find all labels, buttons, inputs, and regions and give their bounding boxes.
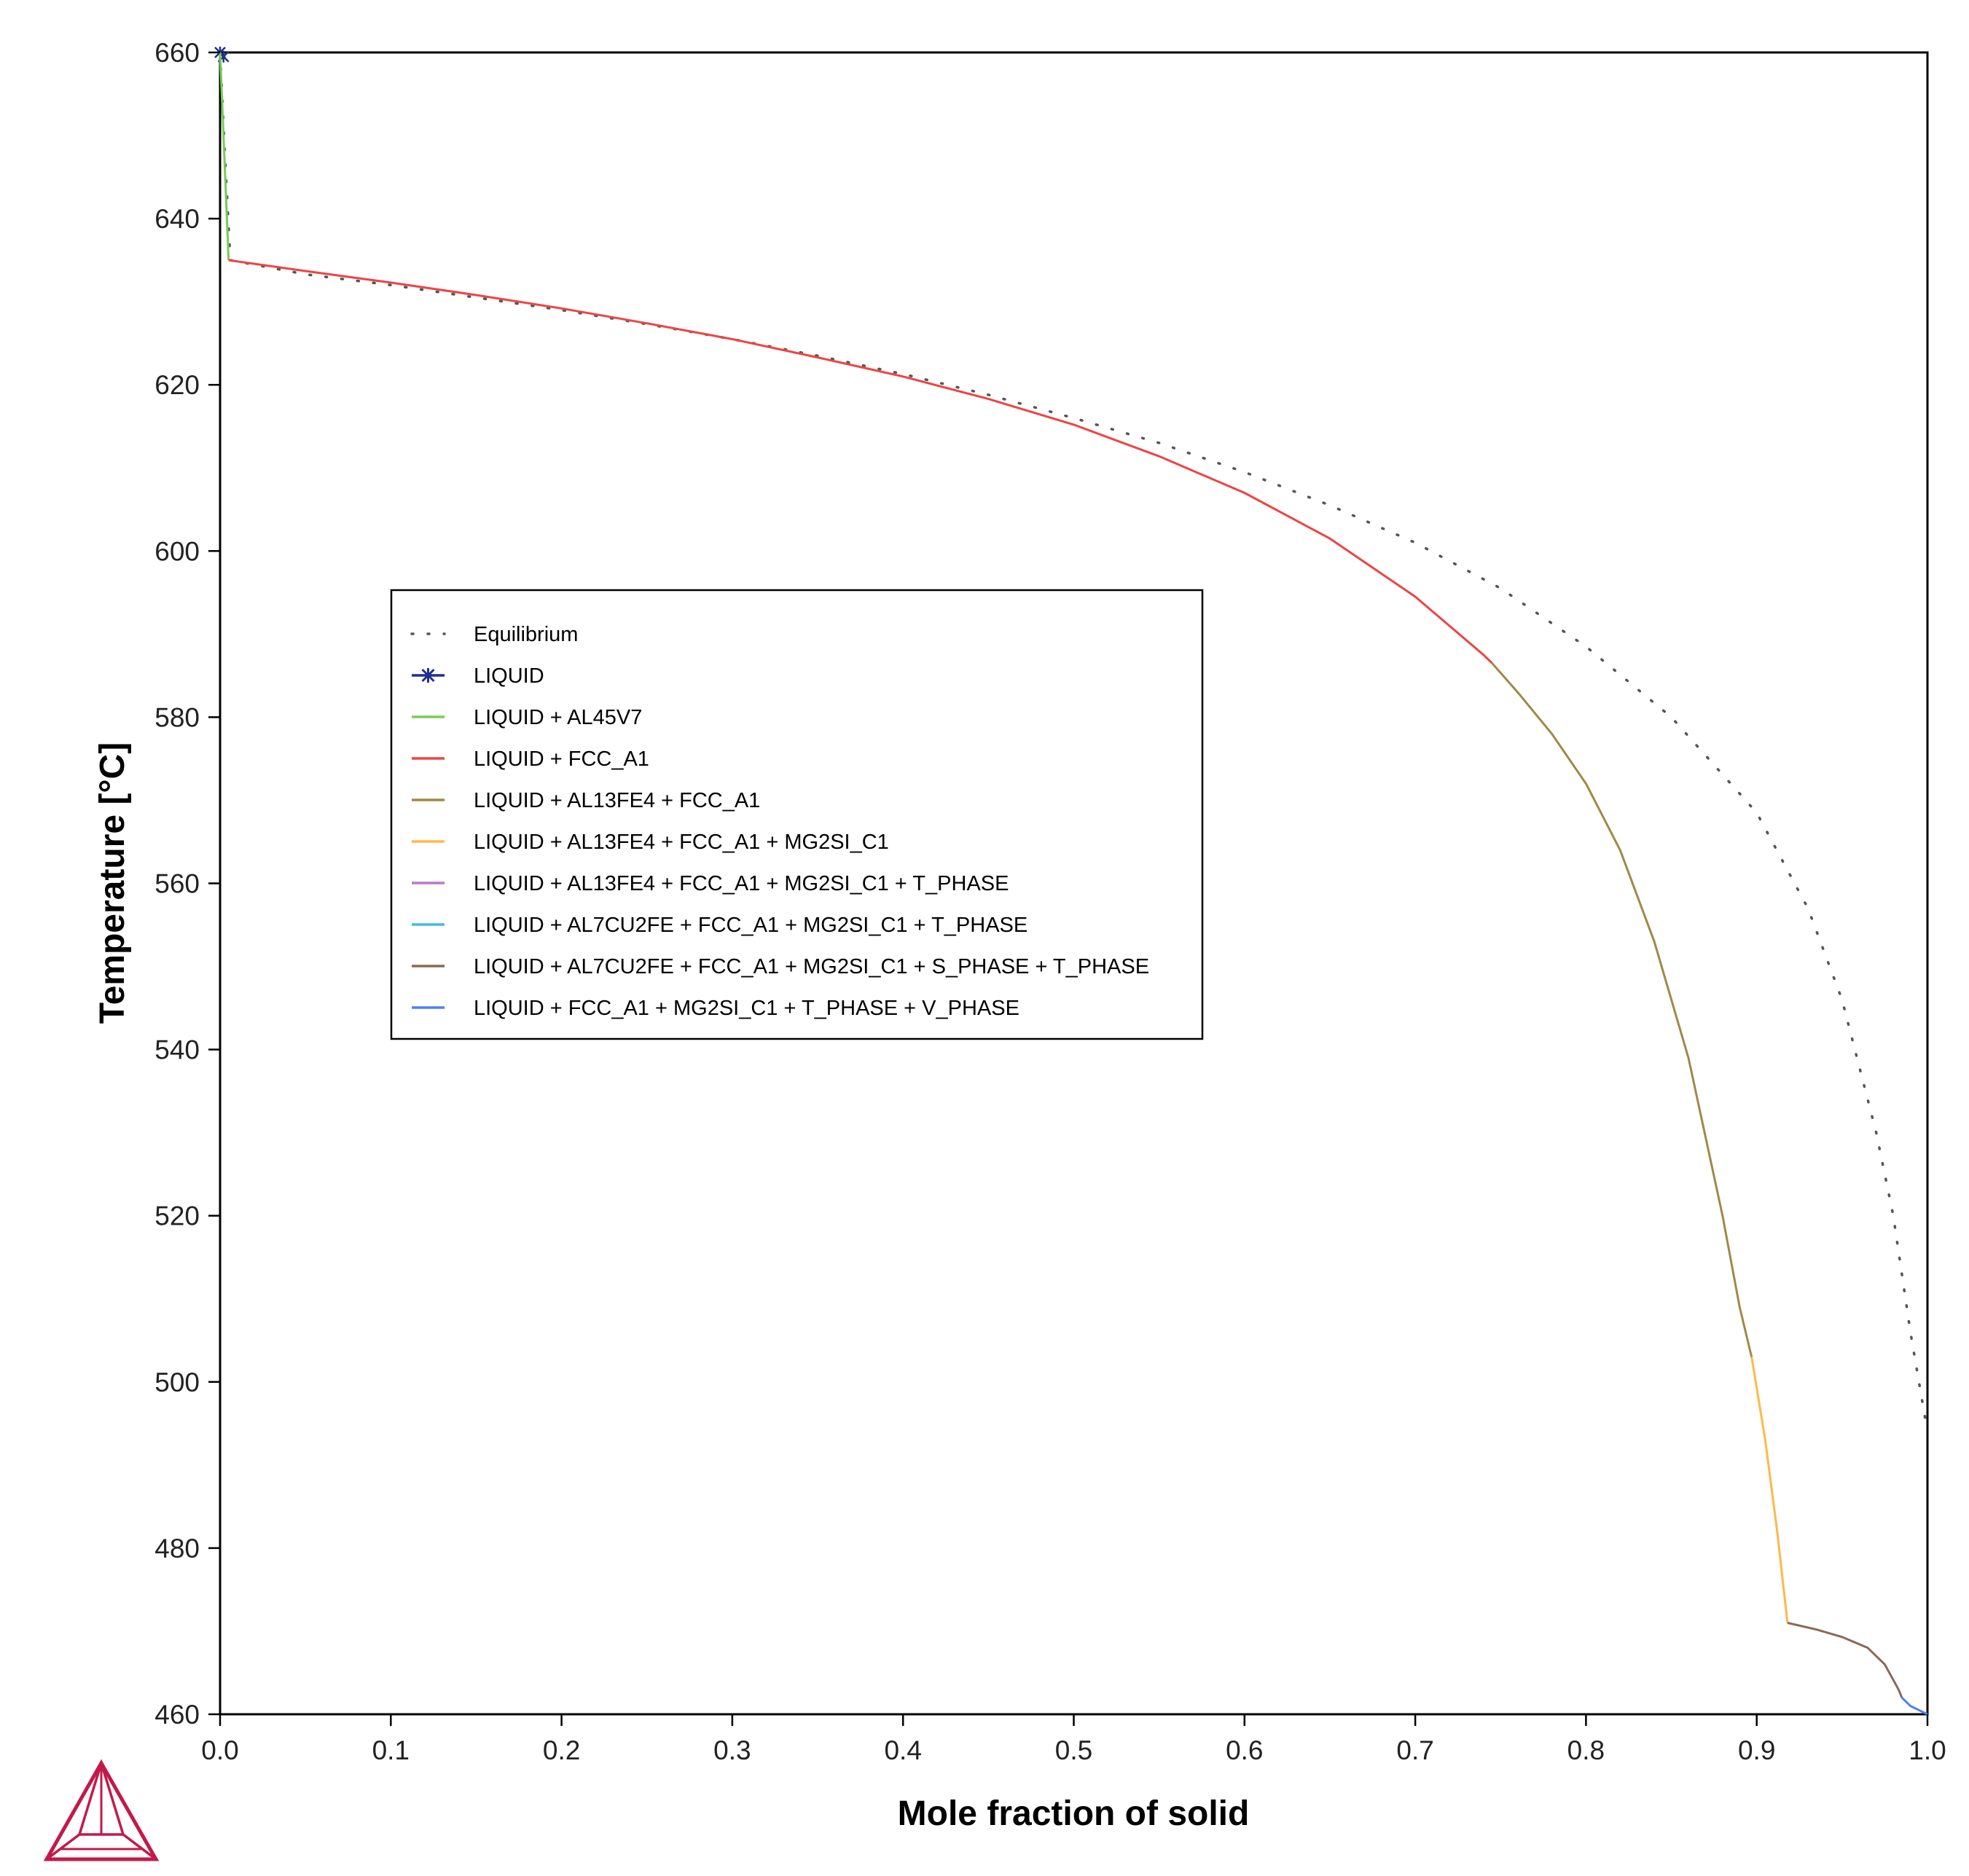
legend-entry: LIQUID + FCC_A1 + MG2SI_C1 + T_PHASE + V…	[412, 997, 1019, 1020]
legend-label: LIQUID + AL13FE4 + FCC_A1 + MG2SI_C1 + T…	[474, 872, 1009, 895]
series-liquid-al13fe4-fcc-a1	[1491, 662, 1753, 1357]
legend-entry: LIQUID + AL13FE4 + FCC_A1 + MG2SI_C1 + T…	[412, 872, 1009, 895]
series-equilibrium	[219, 51, 1929, 1433]
series-liquid-al45v7	[219, 52, 230, 261]
x-tick-label: 0.0	[201, 1735, 238, 1765]
y-tick-label: 600	[154, 536, 200, 566]
legend-label: Equilibrium	[474, 623, 578, 646]
x-tick-label: 0.2	[543, 1735, 580, 1765]
legend-label: LIQUID + AL13FE4 + FCC_A1 + MG2SI_C1	[474, 831, 889, 854]
x-tick-label: 0.9	[1738, 1735, 1775, 1765]
legend-entry: LIQUID + AL13FE4 + FCC_A1 + MG2SI_C1	[412, 831, 889, 854]
axes-layer: 0.0 0.1 0.2 0.3 0.4 0.5 0.6 0.7 0.8 0.9 1.0 460 480 5…	[154, 38, 1946, 1765]
x-tick-label: 1.0	[1909, 1735, 1946, 1765]
x-tick-label: 0.8	[1567, 1735, 1605, 1765]
y-tick-label: 640	[154, 204, 200, 234]
legend-box	[390, 589, 1204, 1040]
y-tick-label: 540	[154, 1035, 200, 1065]
legend-label: LIQUID + FCC_A1 + MG2SI_C1 + T_PHASE + V…	[474, 997, 1019, 1020]
x-tick-label: 0.7	[1396, 1735, 1433, 1765]
legend-entry: LIQUID + AL45V7	[412, 706, 642, 729]
series-liquid-fcc-a1	[228, 259, 1493, 664]
y-tick-label: 500	[154, 1367, 200, 1397]
series-liquid-fcc-a1-mg2si-c1-t-phase-v-phase	[1901, 1697, 1928, 1716]
x-tick-label: 0.6	[1226, 1735, 1263, 1765]
legend-entry: LIQUID + AL7CU2FE + FCC_A1 + MG2SI_C1 + …	[412, 955, 1149, 978]
legend-entry: LIQUID + AL13FE4 + FCC_A1	[412, 789, 760, 812]
y-tick-label: 520	[154, 1201, 200, 1231]
series-layer	[214, 47, 1929, 1716]
y-tick-label: 560	[154, 869, 200, 899]
series-liquid-al13fe4-fcc-a1-mg2si-c1	[1750, 1357, 1789, 1623]
series-liquid-al7cu2fe-fcc-a1-mg2si-c1-s-phase-t-phase	[1787, 1622, 1903, 1698]
y-tick-label: 580	[154, 702, 200, 732]
y-tick-label: 620	[154, 370, 200, 400]
legend-entry: Equilibrium	[410, 623, 578, 646]
y-axis-title: Temperature [°C]	[93, 742, 132, 1024]
x-tick-label: 0.5	[1055, 1735, 1092, 1765]
x-tick-label: 0.4	[884, 1735, 921, 1765]
x-axis-title: Mole fraction of solid	[898, 1794, 1250, 1833]
legend-label: LIQUID	[474, 664, 544, 688]
y-tick-label: 460	[154, 1700, 200, 1730]
y-tick-label: 480	[154, 1534, 200, 1563]
x-tick-label: 0.3	[713, 1735, 751, 1765]
legend-marker	[421, 668, 435, 683]
legend-label: LIQUID + AL7CU2FE + FCC_A1 + MG2SI_C1 + …	[474, 955, 1149, 978]
x-tick-label: 0.1	[372, 1735, 410, 1765]
y-tick-label: 660	[154, 38, 200, 68]
legend-label: LIQUID + AL45V7	[474, 706, 642, 729]
legend-label: LIQUID + AL7CU2FE + FCC_A1 + MG2SI_C1 + …	[474, 914, 1027, 937]
thermo-calc-logo	[43, 1759, 160, 1861]
legend-entry: LIQUID + FCC_A1	[412, 747, 649, 771]
legend-label: LIQUID + AL13FE4 + FCC_A1	[474, 789, 760, 812]
legend: Equilibrium LIQUID LIQUID + AL45V7 LIQUID +…	[390, 589, 1204, 1040]
legend-entry: LIQUID	[412, 664, 544, 688]
legend-label: LIQUID + FCC_A1	[474, 747, 649, 771]
legend-entry: LIQUID + AL7CU2FE + FCC_A1 + MG2SI_C1 + …	[412, 914, 1027, 937]
